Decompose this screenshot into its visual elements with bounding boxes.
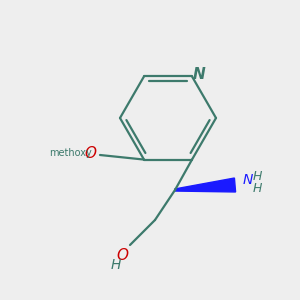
Text: H: H <box>253 182 262 196</box>
Text: N: N <box>193 67 206 82</box>
Text: N: N <box>243 173 254 187</box>
Text: H: H <box>111 258 121 272</box>
Polygon shape <box>175 178 236 192</box>
Text: methoxy: methoxy <box>49 148 92 158</box>
Text: O: O <box>116 248 128 262</box>
Text: O: O <box>84 146 96 160</box>
Text: H: H <box>253 170 262 184</box>
